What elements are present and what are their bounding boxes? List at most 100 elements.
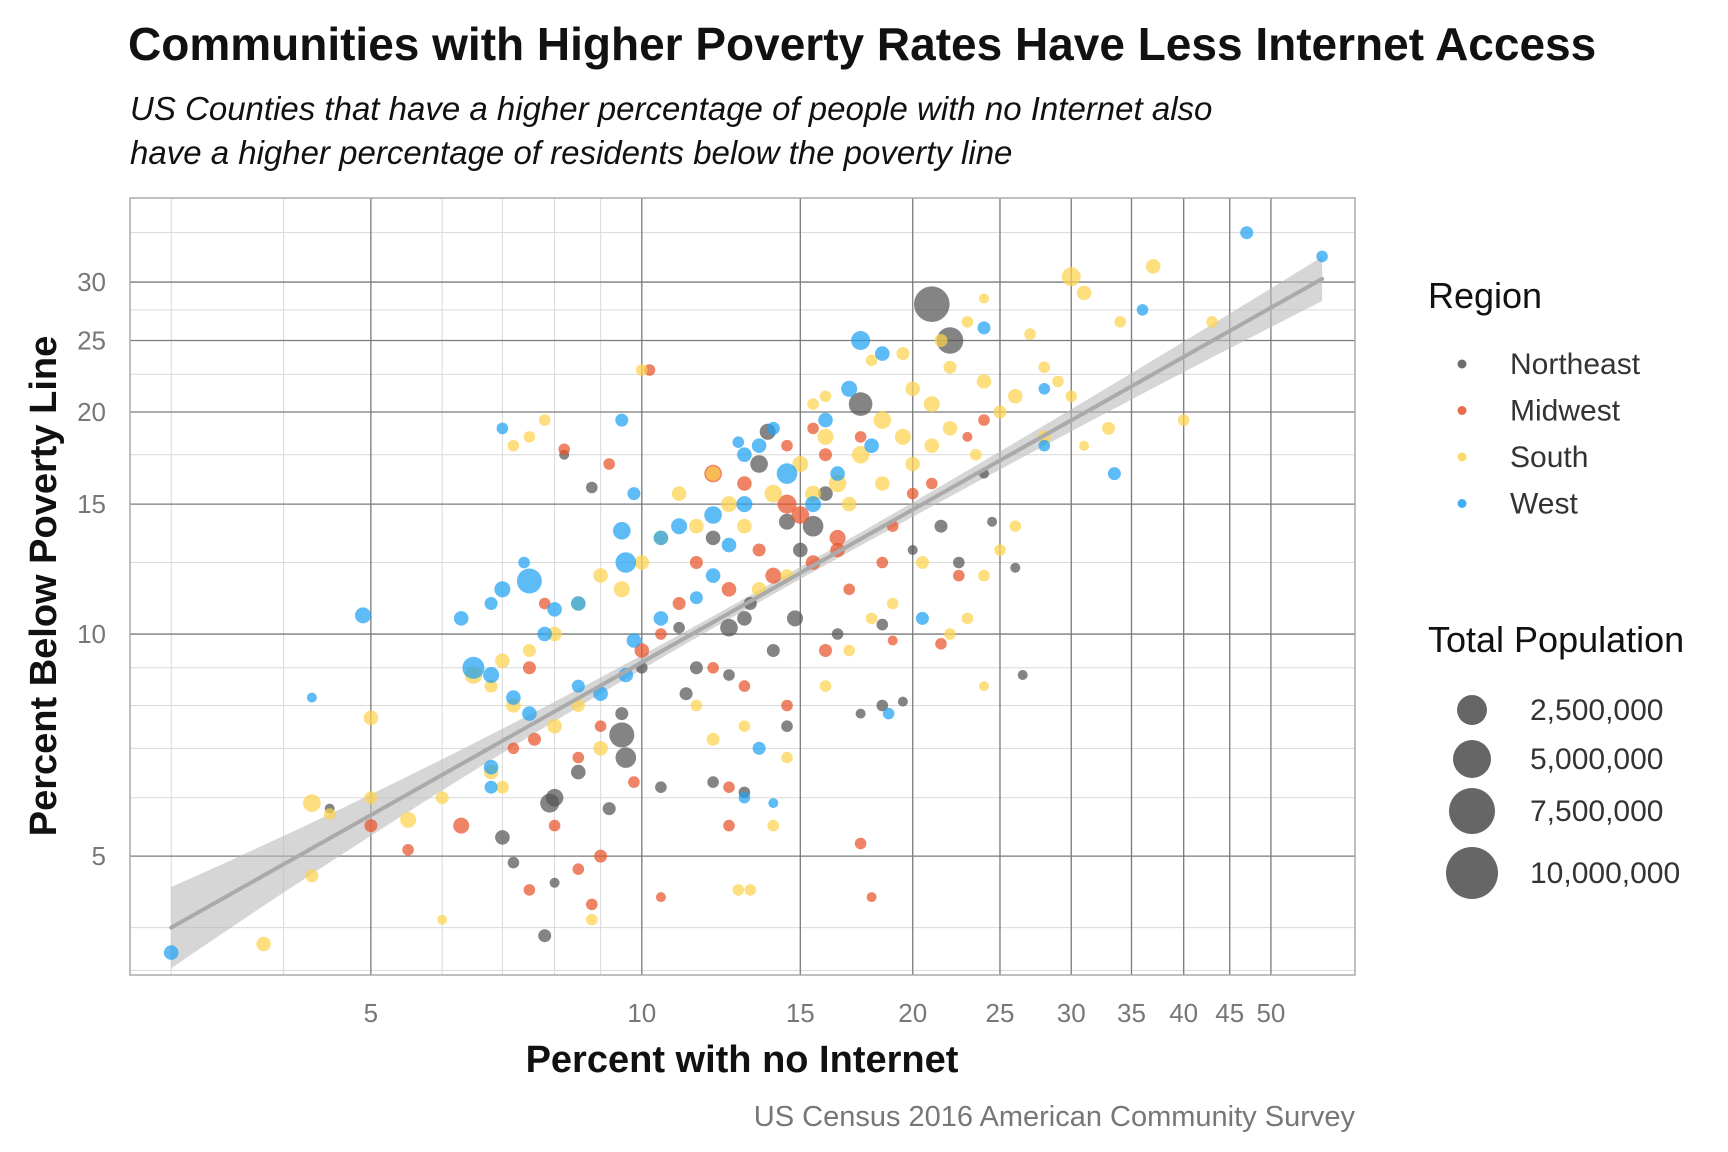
- data-point-northeast: [571, 764, 586, 780]
- data-point-south: [507, 439, 520, 452]
- data-point-northeast: [538, 929, 552, 943]
- data-point-south: [894, 428, 911, 445]
- data-point-south: [303, 794, 321, 812]
- population-legend-entries: 2,500,000 5,000,000 7,500,000 10,000,000: [1446, 694, 1680, 899]
- data-point-south: [636, 364, 648, 376]
- data-point-south: [886, 597, 899, 610]
- data-point-northeast: [737, 611, 752, 626]
- data-point-midwest: [738, 680, 751, 692]
- data-point-midwest: [866, 892, 877, 903]
- data-point-west: [484, 780, 498, 794]
- data-point-south: [979, 293, 989, 304]
- data-point-south: [495, 780, 509, 794]
- data-point-midwest: [634, 643, 650, 658]
- plot-border: [129, 197, 1356, 976]
- data-point-south: [671, 486, 687, 501]
- data-point-midwest: [572, 751, 585, 764]
- data-point-west: [752, 741, 766, 755]
- size-legend-item: 2,500,000: [1457, 694, 1663, 727]
- legend-item-midwest: Midwest: [1457, 395, 1621, 428]
- data-point-midwest: [364, 819, 378, 833]
- data-point-south: [993, 405, 1007, 419]
- data-point-south: [547, 718, 562, 734]
- data-point-midwest: [538, 597, 551, 610]
- data-point-northeast: [953, 556, 965, 569]
- data-point-south: [873, 411, 892, 429]
- data-point-west: [355, 607, 371, 624]
- data-point-west: [506, 690, 521, 705]
- data-point-south: [1177, 414, 1190, 426]
- y-tick-label: 15: [77, 489, 106, 519]
- gridlines: [130, 198, 1355, 975]
- data-point-west: [462, 656, 485, 679]
- data-point-south: [942, 421, 958, 436]
- data-point-west: [626, 633, 642, 648]
- x-tick-label: 5: [364, 998, 378, 1028]
- data-point-west: [593, 686, 608, 701]
- data-point-west: [306, 692, 317, 703]
- data-point-midwest: [791, 506, 810, 524]
- x-tick-label: 20: [898, 998, 927, 1028]
- data-point-west: [689, 591, 703, 605]
- data-point-midwest: [953, 569, 965, 582]
- data-point-midwest: [962, 431, 973, 442]
- data-point-midwest: [876, 556, 889, 569]
- y-axis-ticks: 5 10 15 20 25 30: [77, 267, 106, 871]
- data-point-northeast: [876, 618, 889, 631]
- data-point-midwest: [453, 817, 470, 834]
- data-point-south: [613, 581, 630, 598]
- data-point-west: [738, 791, 751, 804]
- x-tick-label: 45: [1215, 998, 1244, 1028]
- y-tick-label: 5: [92, 841, 106, 871]
- data-point-south: [792, 456, 809, 472]
- data-point-midwest: [572, 863, 585, 875]
- data-point-west: [751, 438, 767, 454]
- data-point-west: [818, 412, 833, 428]
- data-point-midwest: [528, 732, 541, 746]
- data-point-south: [1102, 421, 1115, 435]
- data-point-south: [1114, 316, 1126, 328]
- data-point-west: [1107, 467, 1121, 481]
- data-point-midwest: [843, 583, 855, 596]
- data-point-west: [671, 518, 688, 535]
- data-point-west: [522, 706, 537, 721]
- data-point-west: [496, 422, 509, 435]
- x-tick-label: 50: [1256, 998, 1285, 1028]
- data-point-northeast: [655, 781, 667, 793]
- data-point-south: [495, 653, 510, 669]
- x-axis-ticks: 5 10 15 20 25 30 35 40 45 50: [364, 998, 1286, 1028]
- data-point-west: [627, 487, 641, 501]
- data-point-west: [571, 679, 585, 693]
- data-point-midwest: [655, 892, 666, 903]
- legend-swatch: [1457, 452, 1467, 462]
- data-point-south: [586, 913, 598, 926]
- data-point-northeast: [793, 542, 808, 558]
- data-point-northeast: [987, 516, 998, 527]
- size-legend-item: 5,000,000: [1453, 740, 1663, 778]
- data-point-midwest: [906, 487, 919, 500]
- size-legend-item: 7,500,000: [1449, 788, 1663, 834]
- data-point-south: [522, 644, 536, 657]
- data-point-west: [732, 436, 745, 449]
- data-point-south: [721, 496, 737, 513]
- data-point-south: [1206, 316, 1218, 328]
- y-axis-title: Percent Below Poverty Line: [23, 336, 65, 837]
- data-point-northeast: [779, 513, 795, 530]
- data-point-midwest: [522, 661, 536, 675]
- data-point-south: [363, 710, 379, 726]
- data-point-midwest: [887, 635, 898, 646]
- data-point-west: [1316, 250, 1328, 263]
- x-tick-label: 10: [627, 998, 656, 1028]
- legend-label: Northeast: [1510, 348, 1641, 381]
- data-point-midwest: [523, 884, 536, 896]
- data-point-south: [1061, 267, 1081, 287]
- data-point-west: [537, 626, 552, 642]
- data-point-northeast: [855, 708, 866, 719]
- data-point-west: [518, 556, 530, 569]
- data-point-midwest: [672, 597, 686, 610]
- legend-label: South: [1510, 441, 1588, 474]
- data-point-northeast: [495, 830, 510, 845]
- x-tick-label: 40: [1169, 998, 1198, 1028]
- data-point-west: [977, 321, 991, 335]
- data-point-west: [737, 447, 752, 463]
